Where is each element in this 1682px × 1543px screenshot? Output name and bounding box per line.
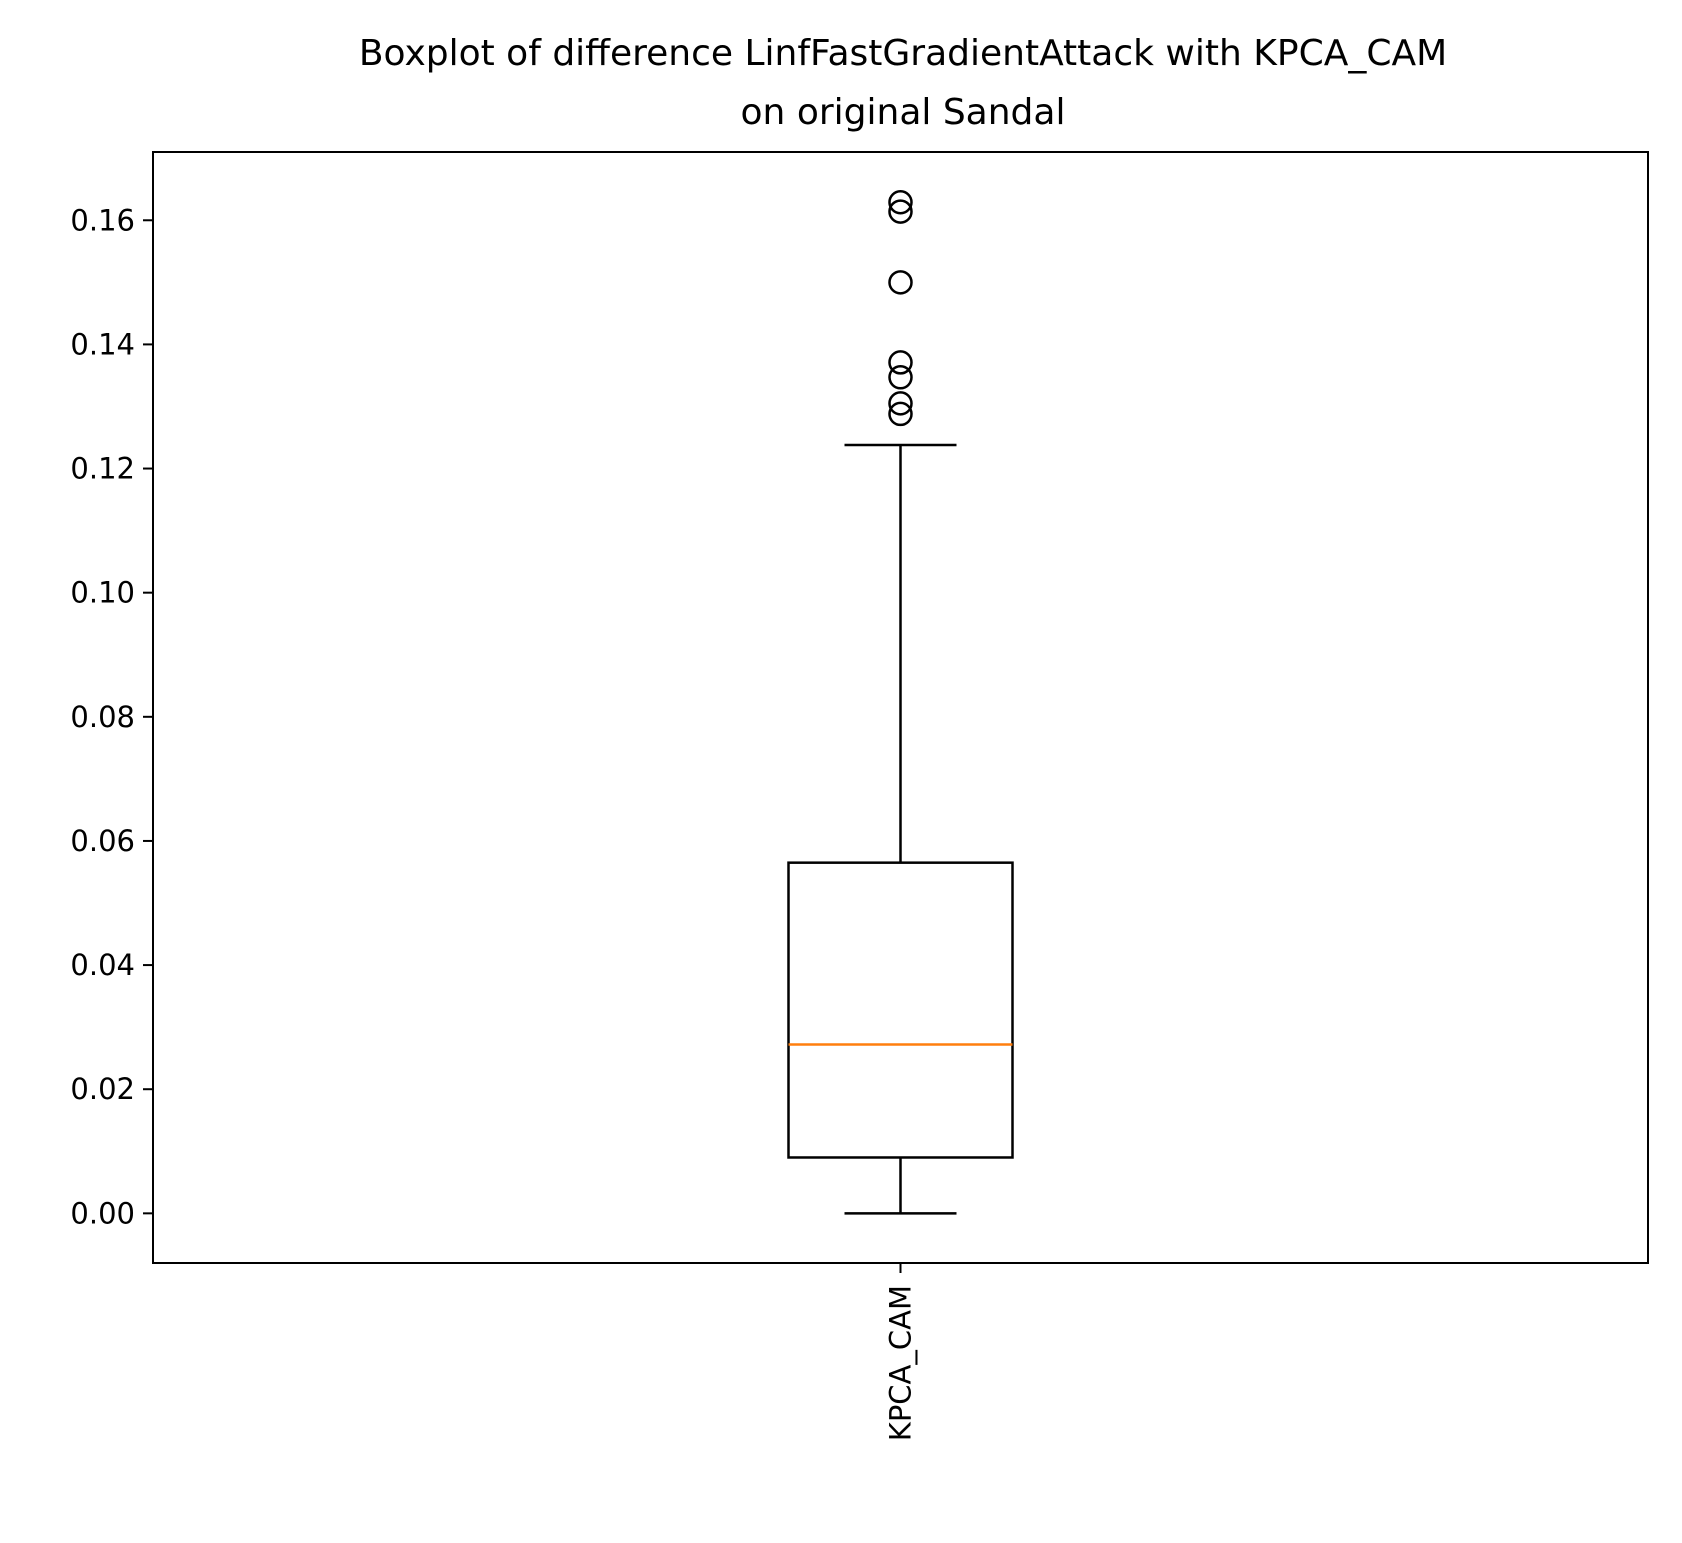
y-tick-label: 0.10: [70, 576, 135, 610]
outlier-point: [888, 391, 913, 416]
y-tick-label: 0.04: [70, 948, 135, 982]
outlier-point: [888, 401, 913, 427]
outlier-point: [888, 270, 913, 295]
y-tick-label: 0.16: [70, 203, 135, 237]
outlier-point: [888, 190, 913, 215]
outlier-point: [888, 199, 913, 224]
chart-title-line-1: Boxplot of difference LinfFastGradientAt…: [359, 33, 1447, 74]
y-tick-label: 0.06: [70, 824, 135, 858]
y-tick-label: 0.08: [70, 700, 135, 734]
x-tick-label: KPCA_CAM: [884, 1285, 918, 1441]
plot-area: 0.00 0.02 0.04 0.06 0.08 0.10 0.12 0.14 0.16 KPCA…: [70, 151, 1649, 1441]
y-tick-label: 0.02: [70, 1072, 135, 1106]
iqr-box: [787, 861, 1014, 1159]
y-tick-label: 0.12: [70, 452, 135, 486]
y-tick-label: 0.00: [70, 1196, 135, 1230]
y-tick-label: 0.14: [70, 327, 135, 361]
outlier-point: [888, 365, 913, 390]
chart-title-line-2: on original Sandal: [741, 92, 1066, 133]
outlier-point: [888, 350, 913, 375]
